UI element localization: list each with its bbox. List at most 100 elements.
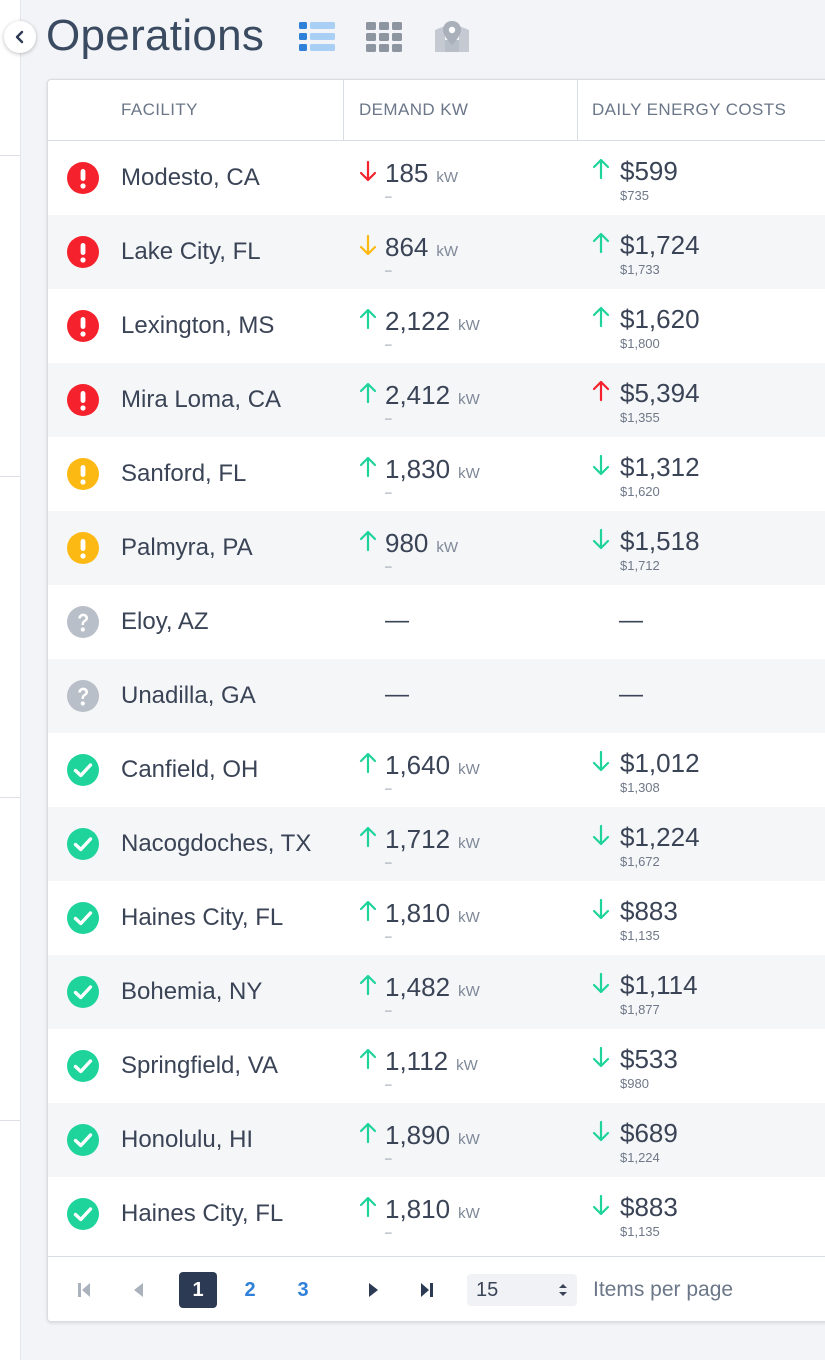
ok-check-icon bbox=[67, 828, 99, 860]
arrow-down-icon bbox=[359, 234, 377, 256]
table-row[interactable]: Unadilla, GA — — bbox=[48, 659, 825, 733]
page-2-button[interactable]: 2 bbox=[244, 1278, 256, 1301]
table-row[interactable]: Canfield, OH 1,640 kW – $1,012 $1,308 bbox=[48, 733, 825, 807]
table-row[interactable]: Haines City, FL 1,810 kW – $883 $1,135 bbox=[48, 1177, 825, 1251]
costs-column-header[interactable]: DAILY ENERGY COSTS bbox=[577, 80, 786, 140]
demand-kw-empty: — bbox=[385, 607, 409, 634]
ok-check-icon bbox=[67, 1198, 99, 1230]
warning-icon bbox=[67, 458, 99, 490]
daily-cost-value: $1,620 bbox=[620, 304, 700, 334]
page-size-value: 15 bbox=[476, 1279, 499, 1301]
page-3-button[interactable]: 3 bbox=[297, 1278, 309, 1301]
ok-check-icon bbox=[67, 754, 99, 786]
demand-kw-previous: – bbox=[385, 781, 392, 795]
map-view-button[interactable] bbox=[433, 18, 471, 56]
page-size-select[interactable]: 15 bbox=[467, 1274, 577, 1306]
table-row[interactable]: Palmyra, PA 980 kW – $1,518 $1,712 bbox=[48, 511, 825, 585]
facility-name[interactable]: Bohemia, NY bbox=[121, 978, 263, 1005]
table-row[interactable]: Lake City, FL 864 kW – $1,724 $1,733 bbox=[48, 215, 825, 289]
daily-cost-value: $5,394 bbox=[620, 378, 700, 408]
last-page-button[interactable] bbox=[408, 1272, 446, 1308]
demand-kw-previous: – bbox=[385, 337, 392, 351]
facility-name[interactable]: Lake City, FL bbox=[121, 238, 261, 265]
demand-kw-previous: – bbox=[385, 485, 392, 499]
facility-name[interactable]: Modesto, CA bbox=[121, 164, 260, 191]
arrow-down-icon bbox=[592, 972, 610, 994]
facility-name[interactable]: Haines City, FL bbox=[121, 1200, 284, 1227]
demand-kw-unit: kW bbox=[458, 391, 480, 408]
table-row[interactable]: Honolulu, HI 1,890 kW – $689 $1,224 bbox=[48, 1103, 825, 1177]
page-1-button[interactable]: 1 bbox=[179, 1272, 217, 1308]
sort-caret-icon bbox=[559, 1284, 567, 1296]
facility-name[interactable]: Palmyra, PA bbox=[121, 534, 253, 561]
ok-check-icon bbox=[67, 902, 99, 934]
daily-cost-previous: $1,877 bbox=[620, 1002, 660, 1017]
next-page-button[interactable] bbox=[354, 1272, 392, 1308]
facility-name[interactable]: Honolulu, HI bbox=[121, 1126, 254, 1153]
demand-kw-number: 1,810 bbox=[385, 1194, 451, 1224]
demand-kw-number: 185 bbox=[385, 158, 429, 188]
demand-kw-number: 1,640 bbox=[385, 750, 451, 780]
demand-kw-value: 1,810 kW bbox=[385, 898, 480, 933]
table-row[interactable]: Haines City, FL 1,810 kW – $883 $1,135 bbox=[48, 881, 825, 955]
first-page-button[interactable] bbox=[65, 1272, 103, 1308]
demand-kw-previous: – bbox=[385, 1151, 392, 1165]
demand-kw-previous: – bbox=[385, 411, 392, 425]
table-row[interactable]: Mira Loma, CA 2,412 kW – $5,394 $1,355 bbox=[48, 363, 825, 437]
list-view-button[interactable] bbox=[298, 18, 336, 56]
demand-kw-previous: – bbox=[385, 189, 392, 203]
demand-kw-number: 1,810 bbox=[385, 898, 451, 928]
demand-kw-value: 1,640 kW bbox=[385, 750, 480, 785]
table-row[interactable]: Lexington, MS 2,122 kW – $1,620 $1,800 bbox=[48, 289, 825, 363]
demand-kw-number: 980 bbox=[385, 528, 429, 558]
map-pin-icon bbox=[435, 21, 469, 52]
rail-divider bbox=[0, 1120, 20, 1121]
daily-cost-value: $883 bbox=[620, 896, 678, 926]
arrow-down-icon bbox=[359, 160, 377, 182]
collapse-sidebar-button[interactable] bbox=[4, 21, 36, 53]
facility-name[interactable]: Eloy, AZ bbox=[121, 608, 209, 635]
grid-view-button[interactable] bbox=[365, 18, 403, 56]
demand-kw-previous: – bbox=[385, 1003, 392, 1017]
arrow-up-icon bbox=[359, 826, 377, 848]
facility-name[interactable]: Sanford, FL bbox=[121, 460, 247, 487]
previous-page-button[interactable] bbox=[119, 1272, 157, 1308]
demand-kw-number: 2,412 bbox=[385, 380, 451, 410]
unknown-status-icon bbox=[67, 606, 99, 638]
arrow-down-icon bbox=[592, 824, 610, 846]
demand-kw-unit: kW bbox=[436, 539, 459, 556]
facility-name[interactable]: Unadilla, GA bbox=[121, 682, 256, 709]
facility-column-header[interactable]: FACILITY bbox=[121, 100, 198, 119]
daily-cost-empty: — bbox=[619, 607, 643, 634]
table-row[interactable]: Bohemia, NY 1,482 kW – $1,114 $1,877 bbox=[48, 955, 825, 1029]
daily-cost-previous: $1,800 bbox=[620, 336, 660, 351]
facility-name[interactable]: Springfield, VA bbox=[121, 1052, 278, 1079]
facility-name[interactable]: Mira Loma, CA bbox=[121, 386, 282, 413]
daily-cost-previous: $980 bbox=[620, 1076, 649, 1091]
table-row[interactable]: Nacogdoches, TX 1,712 kW – $1,224 $1,672 bbox=[48, 807, 825, 881]
demand-kw-value: 1,112 kW bbox=[385, 1046, 478, 1081]
ok-check-icon bbox=[67, 976, 99, 1008]
arrow-up-icon bbox=[359, 1196, 377, 1218]
arrow-up-icon bbox=[359, 1122, 377, 1144]
demand-kw-value: 185 kW bbox=[385, 158, 458, 193]
table-row[interactable]: Springfield, VA 1,112 kW – $533 $980 bbox=[48, 1029, 825, 1103]
daily-cost-previous: $1,135 bbox=[620, 928, 660, 943]
demand-kw-number: 1,112 bbox=[385, 1046, 449, 1076]
facility-name[interactable]: Lexington, MS bbox=[121, 312, 275, 339]
demand-kw-unit: kW bbox=[458, 1205, 480, 1222]
demand-column-header[interactable]: DEMAND KW bbox=[343, 80, 468, 140]
demand-kw-unit: kW bbox=[458, 835, 480, 852]
daily-cost-previous: $1,712 bbox=[620, 558, 660, 573]
table-row[interactable]: Modesto, CA 185 kW – $599 $735 bbox=[48, 141, 825, 215]
facility-name[interactable]: Nacogdoches, TX bbox=[121, 830, 312, 857]
demand-kw-unit: kW bbox=[458, 983, 480, 1000]
arrow-up-icon bbox=[592, 232, 610, 254]
table-row[interactable]: Sanford, FL 1,830 kW – $1,312 $1,620 bbox=[48, 437, 825, 511]
facility-name[interactable]: Haines City, FL bbox=[121, 904, 284, 931]
facilities-table: FACILITY DEMAND KW DAILY ENERGY COSTS Mo… bbox=[47, 79, 825, 1322]
table-row[interactable]: Eloy, AZ — — bbox=[48, 585, 825, 659]
facility-name[interactable]: Canfield, OH bbox=[121, 756, 259, 783]
demand-kw-value: 1,712 kW bbox=[385, 824, 480, 859]
arrow-down-icon bbox=[592, 898, 610, 920]
